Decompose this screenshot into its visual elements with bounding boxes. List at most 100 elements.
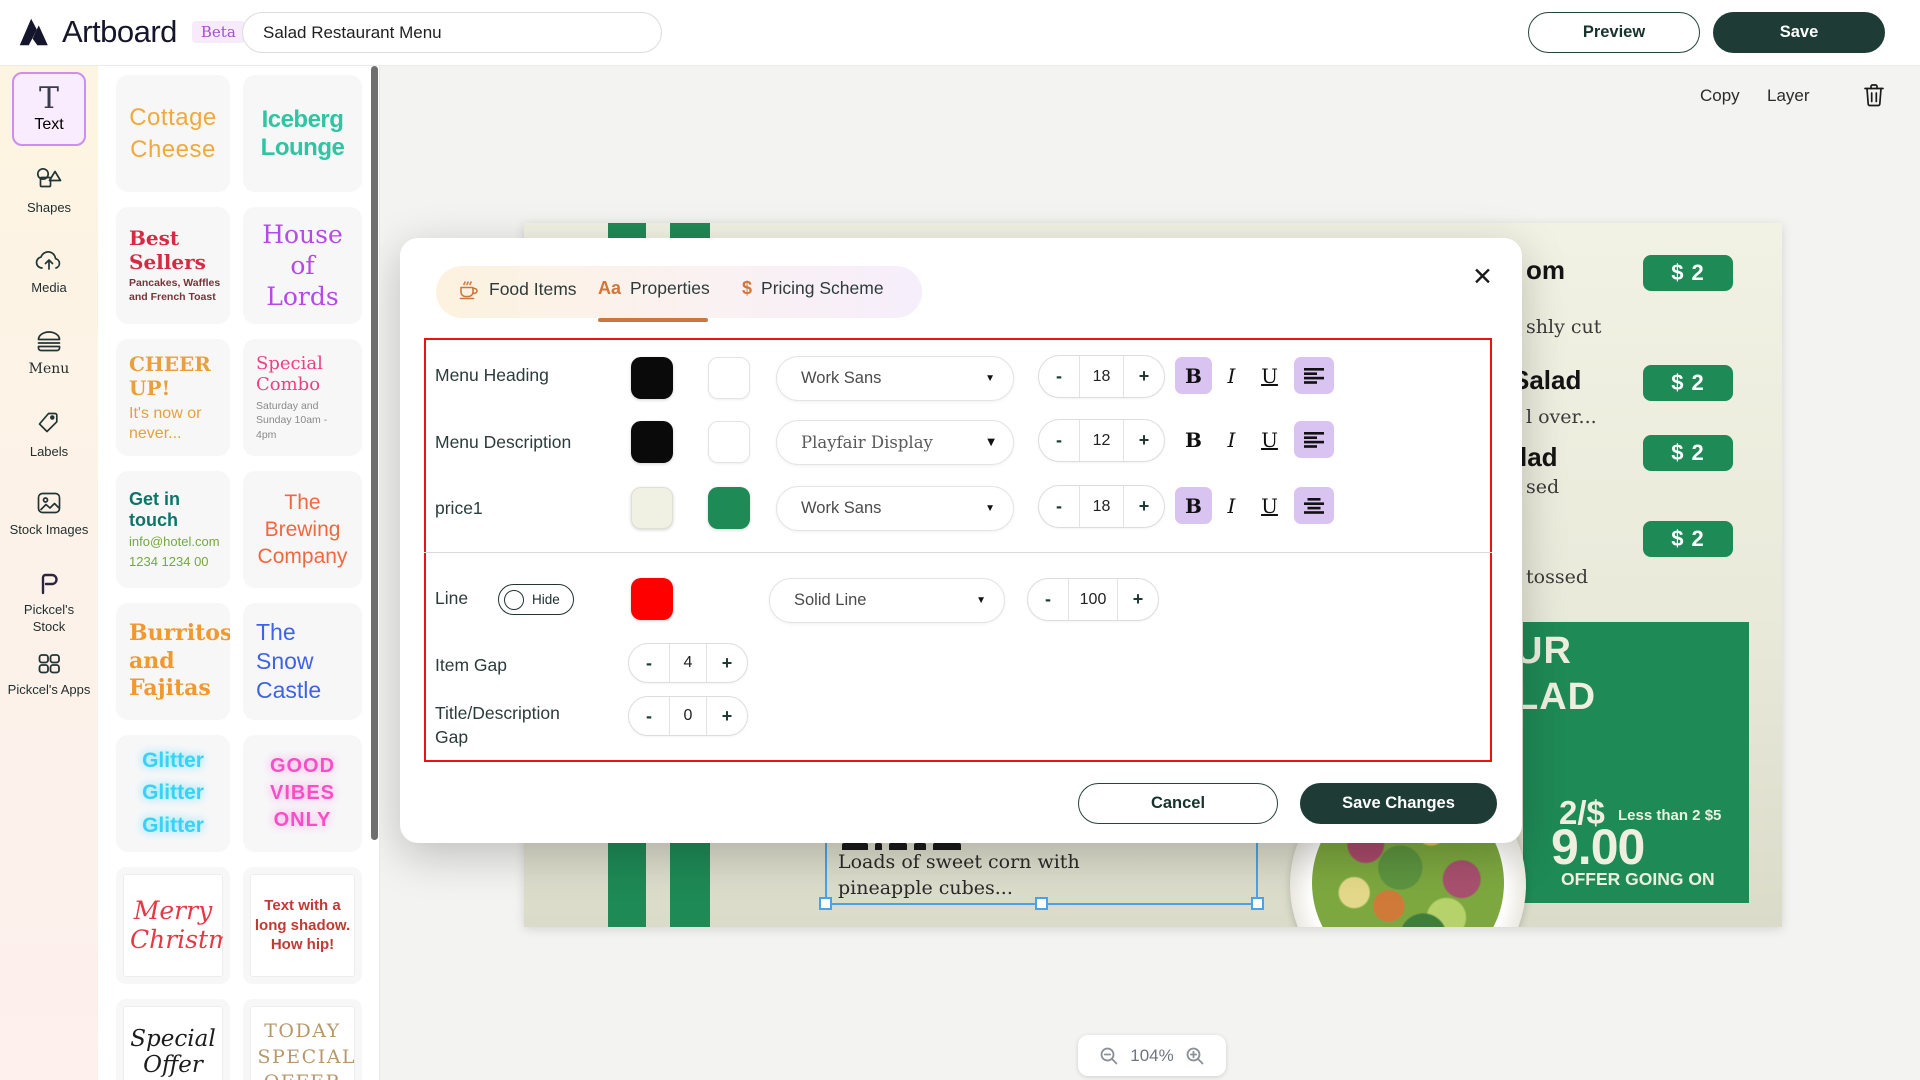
template-card-glitter[interactable]: Glitter Glitter Glitter xyxy=(116,735,230,852)
template-card-good-vibes[interactable]: GOOD VIBES ONLY xyxy=(243,735,362,852)
align-left-icon xyxy=(1304,432,1324,448)
selection-handle[interactable] xyxy=(1035,897,1048,910)
template-subtext: Pancakes, Waffles and French Toast xyxy=(129,277,221,303)
italic-button[interactable]: I xyxy=(1227,427,1236,452)
text-color-swatch[interactable] xyxy=(631,487,673,529)
preview-button[interactable]: Preview xyxy=(1528,12,1700,53)
font-family-dropdown[interactable]: Playfair Display ▼ xyxy=(776,420,1014,465)
background-color-swatch[interactable] xyxy=(708,487,750,529)
layer-button[interactable]: Layer xyxy=(1767,86,1810,105)
template-card-get-in-touch[interactable]: Get in touch info@hotel.com 1234 1234 00 xyxy=(116,471,230,588)
background-color-swatch[interactable] xyxy=(708,357,750,399)
bold-button[interactable]: B xyxy=(1175,357,1212,394)
bold-button[interactable]: B xyxy=(1175,487,1212,524)
template-card-long-shadow[interactable]: Text with a long shadow. How hip! xyxy=(243,867,362,984)
delete-trash-icon[interactable] xyxy=(1862,82,1886,108)
template-subtext: Up To 50% Off xyxy=(141,1079,205,1080)
increase-button[interactable]: + xyxy=(1138,430,1150,450)
decrease-button[interactable]: - xyxy=(646,705,652,726)
cancel-button[interactable]: Cancel xyxy=(1078,783,1278,824)
template-card-house-of-lords[interactable]: House of Lords xyxy=(243,207,362,324)
row-label-line: Line xyxy=(435,588,469,608)
text-color-swatch[interactable] xyxy=(631,357,673,399)
decrease-button[interactable]: - xyxy=(1056,430,1062,450)
document-title-input[interactable] xyxy=(242,12,662,53)
top-header: Artboard Beta Preview Save xyxy=(0,0,1920,66)
section-divider xyxy=(424,552,1492,553)
sidebar-item-stock-images[interactable]: Stock Images xyxy=(0,490,98,539)
sidebar-item-label: Media xyxy=(31,280,67,295)
template-subtext: info@hotel.com xyxy=(129,533,220,549)
template-card-cottage-cheese[interactable]: Cottage Cheese xyxy=(116,75,230,192)
price-badge: $ 2 xyxy=(1643,521,1733,557)
sidebar-item-labels[interactable]: Labels xyxy=(0,410,98,461)
offer-amount: 9.00 xyxy=(1551,819,1645,875)
zoom-out-icon[interactable] xyxy=(1099,1046,1119,1066)
template-card-cheer-up[interactable]: CHEER UP! It's now or never... xyxy=(116,339,230,456)
template-card-today-special-offer[interactable]: TODAY SPECIAL OFFER xyxy=(243,999,362,1080)
align-center-button[interactable] xyxy=(1294,487,1334,524)
italic-button[interactable]: I xyxy=(1227,493,1236,518)
template-card-merry-christmas[interactable]: Merry Christmas xyxy=(116,867,230,984)
align-left-button[interactable] xyxy=(1294,421,1334,458)
template-card-snow-castle[interactable]: The Snow Castle xyxy=(243,603,362,720)
offer-heading-fragment: LAD xyxy=(1523,676,1597,718)
zoom-in-icon[interactable] xyxy=(1185,1046,1205,1066)
sidebar-item-menu[interactable]: Menu xyxy=(0,328,98,378)
sidebar-item-text[interactable]: T Text xyxy=(12,72,86,146)
template-subtext: Saturday and Sunday 10am - 4pm xyxy=(256,400,328,441)
increase-button[interactable]: + xyxy=(1138,496,1150,516)
item-gap-stepper: - 4 + xyxy=(628,643,748,683)
underline-button[interactable]: U xyxy=(1261,493,1278,518)
active-tab-underline xyxy=(598,318,708,322)
decrease-button[interactable]: - xyxy=(1056,496,1062,516)
sidebar-item-pickcels-stock[interactable]: Pickcel's Stock xyxy=(0,572,98,636)
row-label-title-description-gap2: Gap xyxy=(435,727,469,747)
template-card-special-offer[interactable]: Special Offer Up To 50% Off xyxy=(116,999,230,1080)
hide-line-toggle[interactable]: Hide xyxy=(498,584,574,615)
increase-button[interactable]: + xyxy=(1138,366,1150,386)
decrease-button[interactable]: - xyxy=(1056,366,1062,386)
save-changes-button[interactable]: Save Changes xyxy=(1300,783,1497,824)
decrease-button[interactable]: - xyxy=(1045,589,1051,609)
selection-handle[interactable] xyxy=(1251,897,1264,910)
align-left-button[interactable] xyxy=(1294,357,1334,394)
template-text: Special Offer xyxy=(130,1025,216,1078)
selected-text-element[interactable]: Loads of sweet corn with pineapple cubes… xyxy=(838,851,1080,899)
font-family-dropdown[interactable]: Work Sans ▼ xyxy=(776,486,1014,531)
template-card-brewing-company[interactable]: The Brewing Company xyxy=(243,471,362,588)
templates-scrollbar[interactable] xyxy=(371,66,378,840)
text-color-swatch[interactable] xyxy=(631,421,673,463)
close-icon[interactable]: ✕ xyxy=(1472,263,1493,291)
save-button[interactable]: Save xyxy=(1713,12,1885,53)
template-card-best-sellers[interactable]: Best Sellers Pancakes, Waffles and Frenc… xyxy=(116,207,230,324)
underline-button[interactable]: U xyxy=(1261,427,1278,452)
underline-button[interactable]: U xyxy=(1261,363,1278,388)
row-label-price1: price1 xyxy=(435,498,483,518)
tab-food-items[interactable]: Food Items xyxy=(458,278,577,300)
sidebar-item-pickcels-apps[interactable]: Pickcel's Apps xyxy=(0,652,98,699)
template-card-iceberg-lounge[interactable]: Iceberg Lounge xyxy=(243,75,362,192)
bold-button[interactable]: B xyxy=(1185,427,1202,452)
sidebar-item-media[interactable]: Media xyxy=(0,248,98,297)
offer-banner[interactable]: UR LAD 2/$ Less than 2 $5 9.00 OFFER GOI… xyxy=(1523,622,1749,903)
template-card-special-combo[interactable]: Special Combo Saturday and Sunday 10am -… xyxy=(243,339,362,456)
selection-handle[interactable] xyxy=(819,897,832,910)
font-family-dropdown[interactable]: Work Sans ▼ xyxy=(776,356,1014,401)
tab-pricing-scheme[interactable]: $ Pricing Scheme xyxy=(742,278,884,299)
line-style-dropdown[interactable]: Solid Line ▼ xyxy=(769,578,1005,623)
sidebar-item-shapes[interactable]: Shapes xyxy=(0,166,98,217)
decrease-button[interactable]: - xyxy=(646,652,652,673)
line-color-swatch[interactable] xyxy=(631,578,673,620)
background-color-swatch[interactable] xyxy=(708,421,750,463)
increase-button[interactable]: + xyxy=(721,652,733,673)
copy-button[interactable]: Copy xyxy=(1700,86,1740,105)
template-text: Text with a long shadow. How hip! xyxy=(254,897,351,954)
item-gap-value: 4 xyxy=(669,644,707,682)
tab-properties[interactable]: Aa Properties xyxy=(598,278,710,299)
template-card-burritos-fajitas[interactable]: Burritos and Fajitas xyxy=(116,603,230,720)
increase-button[interactable]: + xyxy=(721,705,733,726)
increase-button[interactable]: + xyxy=(1132,589,1144,609)
toggle-label: Hide xyxy=(532,592,560,607)
italic-button[interactable]: I xyxy=(1227,363,1236,388)
